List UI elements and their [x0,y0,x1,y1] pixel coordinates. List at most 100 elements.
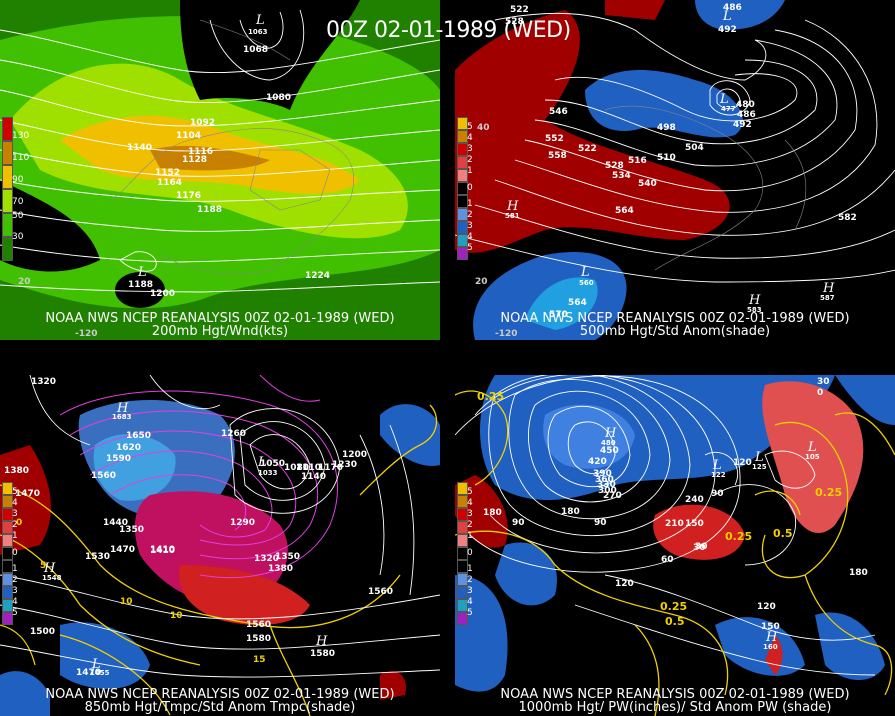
legend-swatch [2,599,13,612]
contour-label: 1580 [310,649,335,659]
map-850mb: 1320 1290 1170 1650 1620 1590 1560 1260 … [0,375,440,716]
legend-swatch [457,521,468,534]
contour-label: 390 [593,469,612,479]
anom-shade-negative-strong [525,277,598,330]
panel-caption-field: 500mb Hgt/Std Anom(shade) [579,324,771,339]
contour-label: 90 [711,489,724,499]
contour-label: 1080 [266,93,291,103]
legend-label: 110 [12,153,30,163]
legend-swatch [457,534,468,547]
temperature-labels: 10 10 15 5 0 [16,518,266,665]
temperature-label: 10 [170,611,183,621]
contour-label: 1410 [150,546,175,556]
high-center-value: 581 [505,212,520,220]
pressure-centers: H 480 L 122 L 125 H 160 L 105 [601,426,820,651]
wind-shade-110 [150,145,270,171]
panel-caption-field: 200mb Hgt/Wnd(kts) [151,324,289,339]
contour-label: 516 [628,156,647,166]
contour-label: 270 [603,491,622,501]
contour-label: 90 [594,518,607,528]
contour-label: 1410 [150,545,175,555]
legend-label: 3 [467,221,473,231]
pw-contours [455,390,895,716]
legend-swatch [457,117,468,130]
contour-label: 0 [817,388,823,398]
pw-label: 0.25 [725,530,752,543]
legend-swatch [457,547,468,560]
legend-swatch [2,560,13,573]
legend-label: 5 [12,487,18,497]
contour-label: 180 [849,568,868,578]
contour-label: 210 [665,519,684,529]
low-center-value: 1455 [90,669,110,677]
contour-label: 492 [718,25,737,35]
contour-label: 1200 [150,289,175,299]
height-contours [455,13,895,283]
legend-label: 5 [467,243,473,253]
latitude-label: 20 [475,277,488,287]
anom-shade-negative [585,70,743,138]
contour-label: 1380 [268,564,293,574]
legend-label: 5 [467,487,473,497]
contour-label: 1140 [127,143,152,153]
contour-label: 150 [685,519,704,529]
legend-swatch [2,612,13,625]
contour-labels: 30 450 420 390 360 330 300 270 240 210 1… [483,377,868,632]
legend-label: 130 [12,131,30,141]
contour-label: 552 [545,134,564,144]
temperature-contours-cold [59,375,338,579]
low-center-letter: L [255,13,265,28]
contour-label: 1530 [85,552,110,562]
legend-label: 4 [467,597,473,607]
contour-label: 1290 [268,375,293,378]
contour-label: 540 [638,179,657,189]
legend-swatch [2,482,13,495]
legend-swatch [2,189,13,213]
contour-label: 1470 [110,545,135,555]
contour-label: 1440 [103,518,128,528]
map-200mb: 1068 1080 1092 1104 1116 1128 1140 1152 … [0,0,440,340]
legend-swatch [457,599,468,612]
contour-label: 1290 [230,518,255,528]
contour-label: 480 [736,100,755,110]
anom-shade-positive [380,671,406,700]
legend-label: 5 [467,122,473,132]
legend-swatch [457,182,468,195]
legend-swatch [2,521,13,534]
contour-label: 30 [693,543,706,553]
temperature-label: 10 [120,597,133,607]
legend-label: 1 [467,564,473,574]
pressure-centers: H 1683 L 1033 H 1548 L 1455 H [42,401,328,677]
legend-label: 3 [12,586,18,596]
legend-label: 1 [12,531,18,541]
low-center-letter: L [722,9,732,24]
contour-label: 1152 [155,168,180,178]
contour-label: 420 [588,457,607,467]
contour-label: 30 [817,377,830,387]
contour-label: 450 [600,446,619,456]
contour-label: 1260 [221,429,246,439]
high-center-value: 480 [601,439,616,447]
high-center-letter: H [506,199,519,214]
legend-swatch [457,573,468,586]
legend-label: 50 [12,211,24,221]
legend-850mb [2,482,13,625]
contour-label: 522 [510,5,529,15]
low-center-letter: L [807,440,817,455]
low-center-value: 1063 [248,28,268,36]
main-title: 00Z 02-01-1989 (WED) [326,18,571,43]
contour-label: 1068 [243,45,268,55]
contour-label: 1560 [91,471,116,481]
anom-shade-positive [762,381,864,534]
anom-shade-negative [0,671,50,716]
contour-label: 1470 [76,668,101,678]
legend-label: 3 [467,509,473,519]
height-contours [455,375,876,676]
calm-region [115,272,165,308]
contour-label: 330 [597,480,616,490]
legend-swatch [457,156,468,169]
panel-caption-source: NOAA NWS NCEP REANALYSIS 00Z 02-01-1989 … [45,311,395,326]
contour-labels: 522 528 486 492 480 486 492 498 504 510 … [505,3,857,320]
contour-label: 546 [549,107,568,117]
legend-swatch [457,221,468,234]
